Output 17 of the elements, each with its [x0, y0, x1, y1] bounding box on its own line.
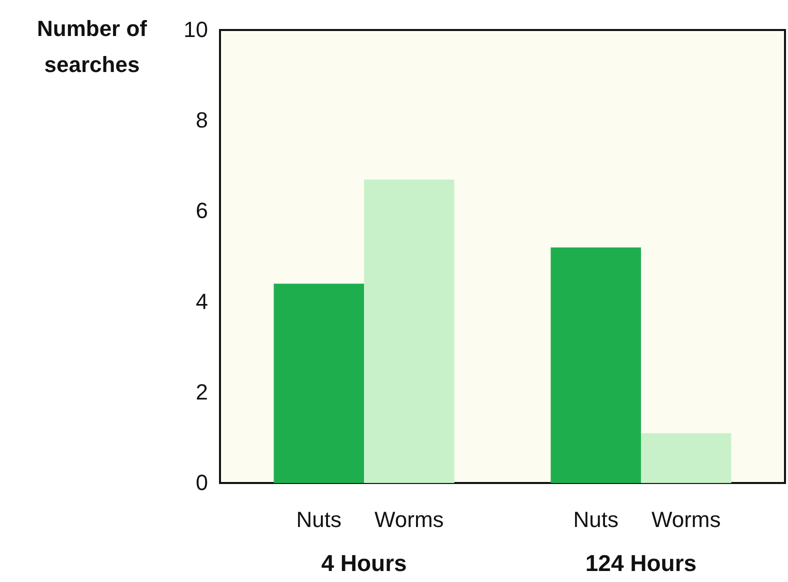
y-tick-label: 2 [196, 379, 208, 404]
y-axis-title: Number of searches [37, 16, 148, 77]
text: Nuts [573, 507, 618, 532]
text: Worms [651, 507, 721, 532]
x-tick-label: 124 Hours [585, 550, 697, 576]
y-tick-label: 6 [196, 198, 208, 224]
bar [640, 433, 732, 483]
bar [550, 247, 641, 483]
series-label: Worms [374, 507, 444, 532]
x-tick-label: 4 Hours [321, 550, 407, 576]
y-tick-label: 4 [196, 288, 208, 314]
series-label: Nuts [296, 507, 342, 532]
y-tick-label: 10 [184, 17, 208, 42]
y-tick-label: 0 [196, 470, 208, 496]
y-tick-label: 8 [196, 108, 208, 133]
bar [364, 179, 454, 483]
bar [274, 284, 364, 483]
